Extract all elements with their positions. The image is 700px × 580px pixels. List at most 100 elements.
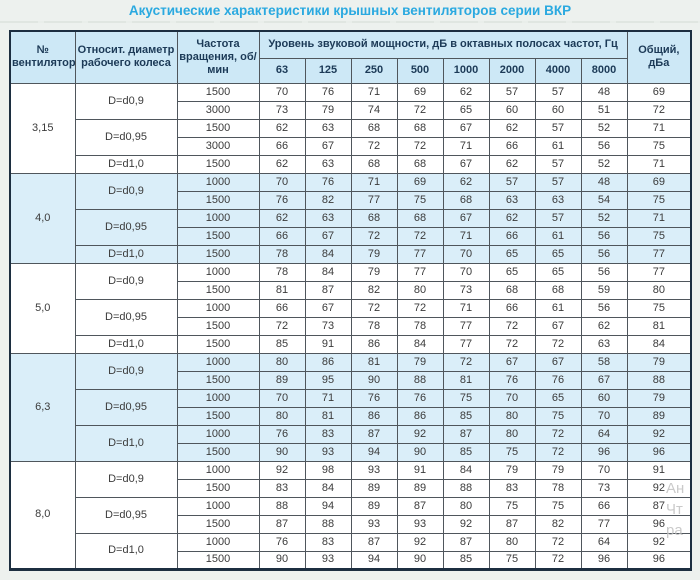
level-cell-250hz: 90 <box>350 370 398 390</box>
level-cell-125hz: 84 <box>304 244 352 264</box>
fan-number-cell: 3,15 <box>9 82 76 174</box>
level-cell-63hz: 92 <box>258 460 306 480</box>
level-cell-250hz: 81 <box>350 352 398 372</box>
table-row: 1500 89 95 90 88 81 76 76 67 88 <box>10 370 692 390</box>
level-cell-250hz: 68 <box>350 208 398 228</box>
total-cell: 69 <box>626 82 692 102</box>
level-cell-1000hz: 85 <box>442 406 490 426</box>
header-frequency-1000: 1000 <box>442 57 490 84</box>
level-cell-8000hz: 56 <box>580 298 628 318</box>
header-total-dba: Общий, дБа <box>626 30 692 84</box>
level-cell-2000hz: 80 <box>488 424 536 444</box>
level-cell-4000hz: 68 <box>534 280 582 300</box>
table-row: D=d1,0 1000 76 83 87 92 87 80 72 64 92 <box>10 532 692 570</box>
level-cell-1000hz: 67 <box>442 154 490 174</box>
level-cell-125hz: 63 <box>304 154 352 174</box>
total-cell: 96 <box>626 514 692 534</box>
level-cell-8000hz: 48 <box>580 82 628 102</box>
speed-cell: 1500 <box>176 154 260 174</box>
level-cell-2000hz: 62 <box>488 118 536 138</box>
header-frequency-2000: 2000 <box>488 57 536 84</box>
table-row: 1500 80 81 86 86 85 80 75 70 89 <box>10 406 692 426</box>
level-cell-1000hz: 70 <box>442 262 490 282</box>
diameter-cell: D=d0,9 <box>74 82 178 120</box>
level-cell-125hz: 91 <box>304 334 352 354</box>
speed-cell: 3000 <box>176 100 260 120</box>
speed-cell: 1500 <box>176 550 260 570</box>
level-cell-2000hz: 67 <box>488 352 536 372</box>
level-cell-250hz: 79 <box>350 262 398 282</box>
level-cell-4000hz: 67 <box>534 316 582 336</box>
level-cell-125hz: 63 <box>304 118 352 138</box>
speed-cell: 1500 <box>176 226 260 246</box>
speed-cell: 1500 <box>176 406 260 426</box>
level-cell-250hz: 93 <box>350 514 398 534</box>
level-cell-250hz: 74 <box>350 100 398 120</box>
level-cell-250hz: 89 <box>350 478 398 498</box>
level-cell-125hz: 98 <box>304 460 352 480</box>
level-cell-125hz: 83 <box>304 424 352 444</box>
level-cell-63hz: 76 <box>258 190 306 210</box>
level-cell-125hz: 87 <box>304 280 352 300</box>
level-cell-63hz: 72 <box>258 316 306 336</box>
level-cell-250hz: 94 <box>350 550 398 570</box>
total-cell: 69 <box>626 172 692 192</box>
level-cell-8000hz: 96 <box>580 442 628 462</box>
level-cell-250hz: 78 <box>350 316 398 336</box>
level-cell-8000hz: 66 <box>580 496 628 516</box>
level-cell-250hz: 72 <box>350 226 398 246</box>
level-cell-125hz: 73 <box>304 316 352 336</box>
level-cell-8000hz: 70 <box>580 460 628 480</box>
level-cell-2000hz: 65 <box>488 262 536 282</box>
level-cell-1000hz: 62 <box>442 82 490 102</box>
level-cell-250hz: 86 <box>350 334 398 354</box>
table-row: D=d0,95 1000 66 67 72 72 71 66 61 56 75 <box>10 298 692 336</box>
level-cell-500hz: 72 <box>396 100 444 120</box>
table-row: 1500 76 82 77 75 68 63 63 54 75 <box>10 190 692 210</box>
speed-cell: 1500 <box>176 82 260 102</box>
total-cell: 96 <box>626 442 692 462</box>
total-cell: 71 <box>626 154 692 174</box>
total-cell: 79 <box>626 388 692 408</box>
level-cell-2000hz: 72 <box>488 334 536 354</box>
level-cell-2000hz: 87 <box>488 514 536 534</box>
level-cell-125hz: 93 <box>304 550 352 570</box>
speed-cell: 1500 <box>176 244 260 264</box>
total-cell: 77 <box>626 244 692 264</box>
level-cell-8000hz: 96 <box>580 550 628 570</box>
header-frequency-250: 250 <box>350 57 398 84</box>
level-cell-4000hz: 75 <box>534 496 582 516</box>
level-cell-250hz: 89 <box>350 496 398 516</box>
level-cell-4000hz: 67 <box>534 352 582 372</box>
level-cell-125hz: 82 <box>304 190 352 210</box>
level-cell-500hz: 77 <box>396 244 444 264</box>
diameter-cell: D=d0,95 <box>74 118 178 156</box>
level-cell-125hz: 94 <box>304 496 352 516</box>
diameter-cell: D=d0,9 <box>74 460 178 498</box>
speed-cell: 1000 <box>176 460 260 480</box>
speed-cell: 1000 <box>176 172 260 192</box>
level-cell-4000hz: 63 <box>534 190 582 210</box>
level-cell-125hz: 67 <box>304 136 352 156</box>
level-cell-4000hz: 61 <box>534 298 582 318</box>
level-cell-4000hz: 57 <box>534 118 582 138</box>
level-cell-1000hz: 87 <box>442 532 490 552</box>
level-cell-2000hz: 60 <box>488 100 536 120</box>
acoustic-characteristics-table: № вентилятора Относит. диаметр рабочего … <box>9 30 693 571</box>
level-cell-4000hz: 57 <box>534 172 582 192</box>
level-cell-250hz: 79 <box>350 244 398 264</box>
header-speed: Частота вращения, об/мин <box>176 30 260 84</box>
speed-cell: 1000 <box>176 208 260 228</box>
fan-number-cell: 5,0 <box>9 262 76 354</box>
level-cell-125hz: 79 <box>304 100 352 120</box>
level-cell-8000hz: 64 <box>580 424 628 444</box>
level-cell-63hz: 81 <box>258 280 306 300</box>
level-cell-250hz: 68 <box>350 154 398 174</box>
table-row: 5,0 D=d0,9 1000 78 84 79 77 70 65 65 56 77 <box>9 262 692 354</box>
header-frequency-4000: 4000 <box>534 57 582 84</box>
level-cell-8000hz: 70 <box>580 406 628 426</box>
level-cell-500hz: 75 <box>396 190 444 210</box>
level-cell-2000hz: 57 <box>488 172 536 192</box>
level-cell-4000hz: 61 <box>534 226 582 246</box>
level-cell-1000hz: 87 <box>442 424 490 444</box>
